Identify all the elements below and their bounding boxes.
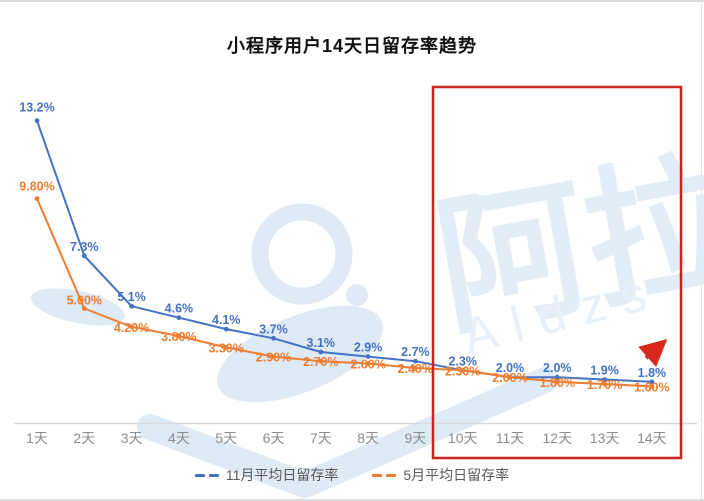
right-divider (701, 2, 702, 499)
data-label: 2.70% (303, 355, 338, 369)
data-label: 2.30% (445, 364, 480, 378)
x-axis-label: 14天 (637, 430, 667, 446)
legend-dash-icon (194, 473, 205, 477)
x-axis-label: 5天 (215, 430, 237, 446)
watermark-logo (30, 288, 126, 326)
x-axis-label: 13天 (590, 430, 620, 446)
data-point (649, 379, 655, 385)
data-point (223, 345, 229, 350)
data-label: 2.00% (492, 371, 527, 385)
data-point (507, 374, 513, 380)
data-point (176, 315, 182, 321)
data-point (129, 324, 135, 330)
x-axis-label: 9天 (405, 430, 427, 446)
data-label: 3.80% (161, 330, 196, 344)
data-label: 2.7% (401, 345, 430, 359)
may-series-line (36, 198, 652, 388)
data-point (129, 303, 135, 309)
data-label: 13.2% (19, 101, 54, 115)
x-axis-label: 7天 (310, 430, 332, 446)
data-point (554, 379, 560, 385)
x-axis-label: 8天 (357, 430, 379, 446)
data-label: 4.20% (114, 321, 149, 335)
highlight-box (431, 85, 683, 460)
trend-arrow (638, 339, 668, 368)
x-axis-label: 1天 (26, 430, 48, 446)
data-label: 3.7% (259, 322, 288, 336)
x-axis-label: 10天 (448, 430, 478, 446)
data-point (413, 358, 418, 364)
data-label: 2.9% (354, 341, 383, 355)
x-axis-label: 12天 (543, 430, 573, 446)
watermark-logo (346, 284, 368, 306)
watermark-logo (137, 367, 558, 498)
data-label: 2.0% (496, 361, 525, 375)
data-point (176, 333, 182, 339)
legend-item-may: 5月平均日留存率 (372, 465, 509, 485)
legend-dash-icon (208, 473, 219, 477)
data-point (365, 354, 371, 359)
data-point (81, 253, 87, 259)
chart-title: 小程序用户14天日留存率趋势 (226, 36, 478, 56)
data-point (413, 365, 418, 371)
data-label: 3.1% (307, 336, 336, 350)
data-point (460, 367, 466, 373)
data-point (223, 326, 229, 332)
watermark-logo (251, 203, 353, 305)
data-point (271, 335, 276, 341)
x-axis-label: 4天 (168, 430, 190, 446)
data-point (554, 374, 560, 380)
data-point (318, 358, 324, 364)
data-label: 4.6% (165, 302, 194, 316)
data-point (34, 118, 40, 124)
x-axis-label: 6天 (263, 430, 285, 446)
data-label: 7.3% (70, 240, 99, 254)
x-axis-label: 2天 (73, 430, 95, 446)
data-label: 2.0% (543, 361, 572, 375)
data-label: 5.00% (67, 294, 102, 308)
legend-label-november: 11月平均日留存率 (225, 467, 339, 483)
legend-dash-icon (386, 473, 397, 477)
data-label: 3.30% (208, 341, 243, 355)
data-label: 2.3% (448, 354, 477, 368)
november-series-line (36, 120, 652, 383)
x-axis-label: 11天 (496, 430, 525, 446)
data-label: 2.90% (256, 351, 291, 365)
data-label: 1.70% (587, 378, 622, 392)
data-label: 9.80% (19, 180, 54, 194)
data-point (649, 384, 655, 389)
data-point (318, 349, 324, 355)
legend-item-november: 11月平均日留存率 (194, 465, 339, 485)
legend-label-may: 5月平均日留存率 (403, 467, 510, 483)
data-point (271, 354, 276, 359)
chart-legend: 11月平均日留存率 5月平均日留存率 (0, 465, 704, 485)
data-label: 5.1% (117, 290, 146, 304)
data-point (602, 377, 607, 382)
x-axis-label: 3天 (121, 430, 143, 446)
data-point (365, 361, 371, 366)
data-label: 1.9% (590, 364, 619, 378)
data-point (81, 306, 87, 311)
data-label: 1.80% (540, 376, 575, 390)
data-point (602, 381, 607, 387)
data-label: 1.8% (638, 366, 667, 380)
data-label: 2.40% (398, 362, 433, 376)
data-label: 4.1% (212, 313, 241, 327)
watermark-logo (217, 305, 383, 403)
data-label: 1.60% (634, 380, 669, 394)
legend-dash-icon (372, 473, 383, 477)
data-point (34, 196, 40, 202)
data-label: 2.60% (350, 358, 385, 372)
